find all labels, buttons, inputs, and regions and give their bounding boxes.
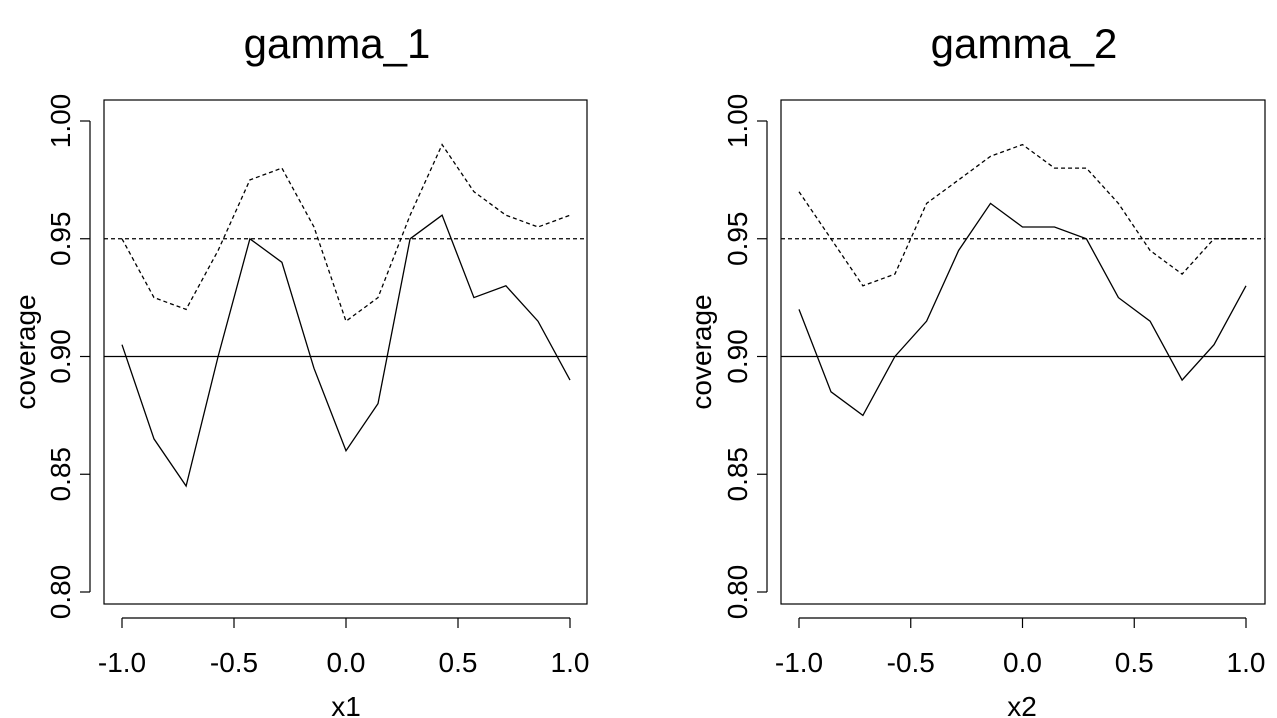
x-tick-label: 0.0 — [1003, 647, 1042, 678]
x-axis-label: x2 — [1007, 691, 1037, 718]
chart-panel-2: gamma_2 -1.0 -0.5 0.0 0.5 1.0 x2 0.80 0.85 0.90 0.… — [686, 20, 1266, 718]
y-axis-label: coverage — [10, 294, 41, 409]
x-tick-label: 0.5 — [439, 647, 478, 678]
y-tick-label: 0.80 — [722, 565, 753, 620]
x-axis-label: x1 — [331, 691, 361, 718]
y-tick-label: 0.85 — [45, 447, 76, 502]
plot-frame — [780, 99, 1266, 605]
x-tick-label: -1.0 — [98, 647, 146, 678]
x-tick-label: 1.0 — [551, 647, 590, 678]
series-line-dashed — [121, 143, 571, 323]
y-tick-label: 0.85 — [722, 447, 753, 502]
y-tick-label: 0.90 — [722, 329, 753, 384]
x-tick-label: 0.5 — [1115, 647, 1154, 678]
plot-frame — [103, 99, 588, 605]
chart-title: gamma_1 — [244, 20, 431, 67]
series-line-solid — [121, 214, 571, 488]
x-tick-label: -0.5 — [210, 647, 258, 678]
x-tick-label: 0.0 — [327, 647, 366, 678]
y-tick-label: 0.95 — [722, 212, 753, 267]
x-tick-label: 1.0 — [1227, 647, 1266, 678]
y-tick-label: 0.90 — [45, 329, 76, 384]
y-tick-label: 0.80 — [45, 565, 76, 620]
y-tick-label: 1.00 — [45, 94, 76, 149]
y-axis-label: coverage — [686, 294, 717, 409]
series-line-solid — [798, 202, 1247, 417]
y-tick-label: 0.95 — [45, 212, 76, 267]
x-tick-label: -1.0 — [775, 647, 823, 678]
x-tick-label: -0.5 — [887, 647, 935, 678]
series-line-dashed — [798, 143, 1246, 287]
chart-title: gamma_2 — [931, 20, 1118, 67]
y-tick-label: 1.00 — [722, 94, 753, 149]
chart-panel-1: gamma_1 -1.0 -0.5 0.0 0.5 1.0 x1 0.80 0.85 0.90 0.… — [10, 20, 589, 718]
